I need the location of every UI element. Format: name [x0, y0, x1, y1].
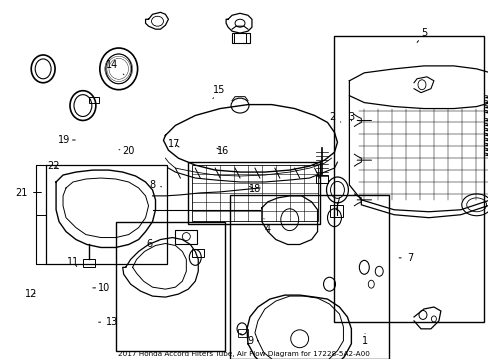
- Text: 19: 19: [58, 135, 75, 145]
- Text: 2: 2: [328, 112, 340, 122]
- Bar: [232, 33, 249, 43]
- Text: 11: 11: [67, 257, 80, 267]
- Text: 12: 12: [25, 289, 38, 298]
- Text: 13: 13: [99, 317, 118, 327]
- Text: 2017 Honda Accord Filters Tube, Air Flow Diagram for 17228-5A2-A00: 2017 Honda Accord Filters Tube, Air Flow…: [118, 351, 369, 357]
- Text: 17: 17: [167, 139, 180, 149]
- Bar: [116, 222, 224, 351]
- Bar: [188, 162, 319, 224]
- Bar: [230, 195, 388, 359]
- Text: 4: 4: [264, 219, 270, 234]
- Text: 5: 5: [416, 28, 427, 42]
- Text: 6: 6: [146, 239, 158, 249]
- Text: 10: 10: [93, 283, 110, 293]
- Text: 7: 7: [398, 253, 412, 263]
- Bar: [329, 205, 343, 217]
- Bar: [175, 230, 197, 244]
- Text: 8: 8: [149, 180, 161, 190]
- Text: 16: 16: [216, 146, 228, 156]
- Bar: [192, 249, 204, 257]
- Text: 15: 15: [212, 85, 225, 99]
- Bar: [192, 165, 317, 221]
- Text: 21: 21: [16, 188, 41, 198]
- Text: 9: 9: [240, 334, 253, 346]
- Bar: [83, 260, 95, 267]
- Text: 22: 22: [47, 161, 60, 171]
- Text: 18: 18: [248, 184, 261, 194]
- Text: 1: 1: [361, 334, 367, 346]
- Bar: [238, 329, 247, 337]
- Bar: [334, 36, 483, 322]
- Text: 20: 20: [119, 146, 135, 156]
- Bar: [46, 165, 167, 264]
- Text: 14: 14: [106, 60, 123, 75]
- Bar: [89, 96, 99, 103]
- Text: 3: 3: [347, 112, 354, 122]
- Bar: [315, 175, 327, 183]
